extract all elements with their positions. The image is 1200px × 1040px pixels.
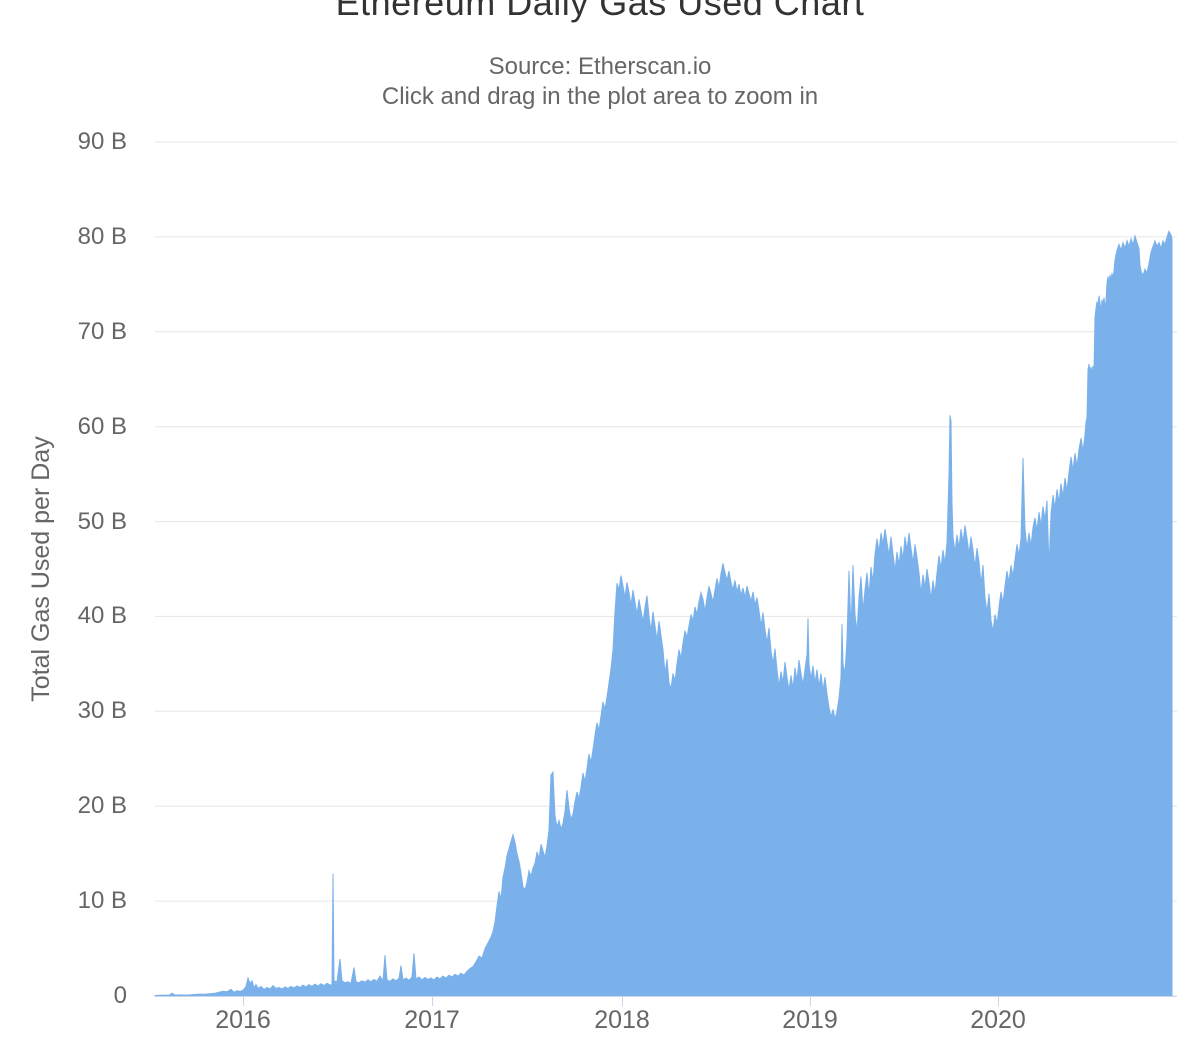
y-axis-label-30: 30 B [77,697,127,725]
y-axis-label-60: 60 B [77,412,127,440]
chart-subtitle-source: Source: Etherscan.io [488,53,712,80]
x-axis-label-2019: 2019 [782,1006,838,1034]
gas-area-series [154,229,1173,997]
chart-title: Ethereum Daily Gas Used Chart [335,0,865,23]
x-axis-label-2016: 2016 [215,1006,271,1034]
x-axis-label-2020: 2020 [970,1006,1026,1034]
y-axis-label-70: 70 B [77,317,127,345]
y-axis-title: Total Gas Used per Day [27,436,55,702]
x-axis-label-2018: 2018 [594,1006,650,1034]
y-axis-label-50: 50 B [77,507,127,535]
x-axis-label-2017: 2017 [404,1006,460,1034]
y-axis-label-90: 90 B [77,128,127,155]
y-axis-label-20: 20 B [77,792,127,820]
chart-subtitle-hint: Click and drag in the plot area to zoom … [381,83,819,110]
y-axis-label-40: 40 B [77,602,127,630]
y-axis-label-0: 0 [113,982,127,1009]
chart-subtitle: Source: Etherscan.io Click and drag in t… [0,52,1200,112]
y-axis-label-10: 10 B [77,887,127,915]
y-axis-label-80: 80 B [77,222,127,250]
